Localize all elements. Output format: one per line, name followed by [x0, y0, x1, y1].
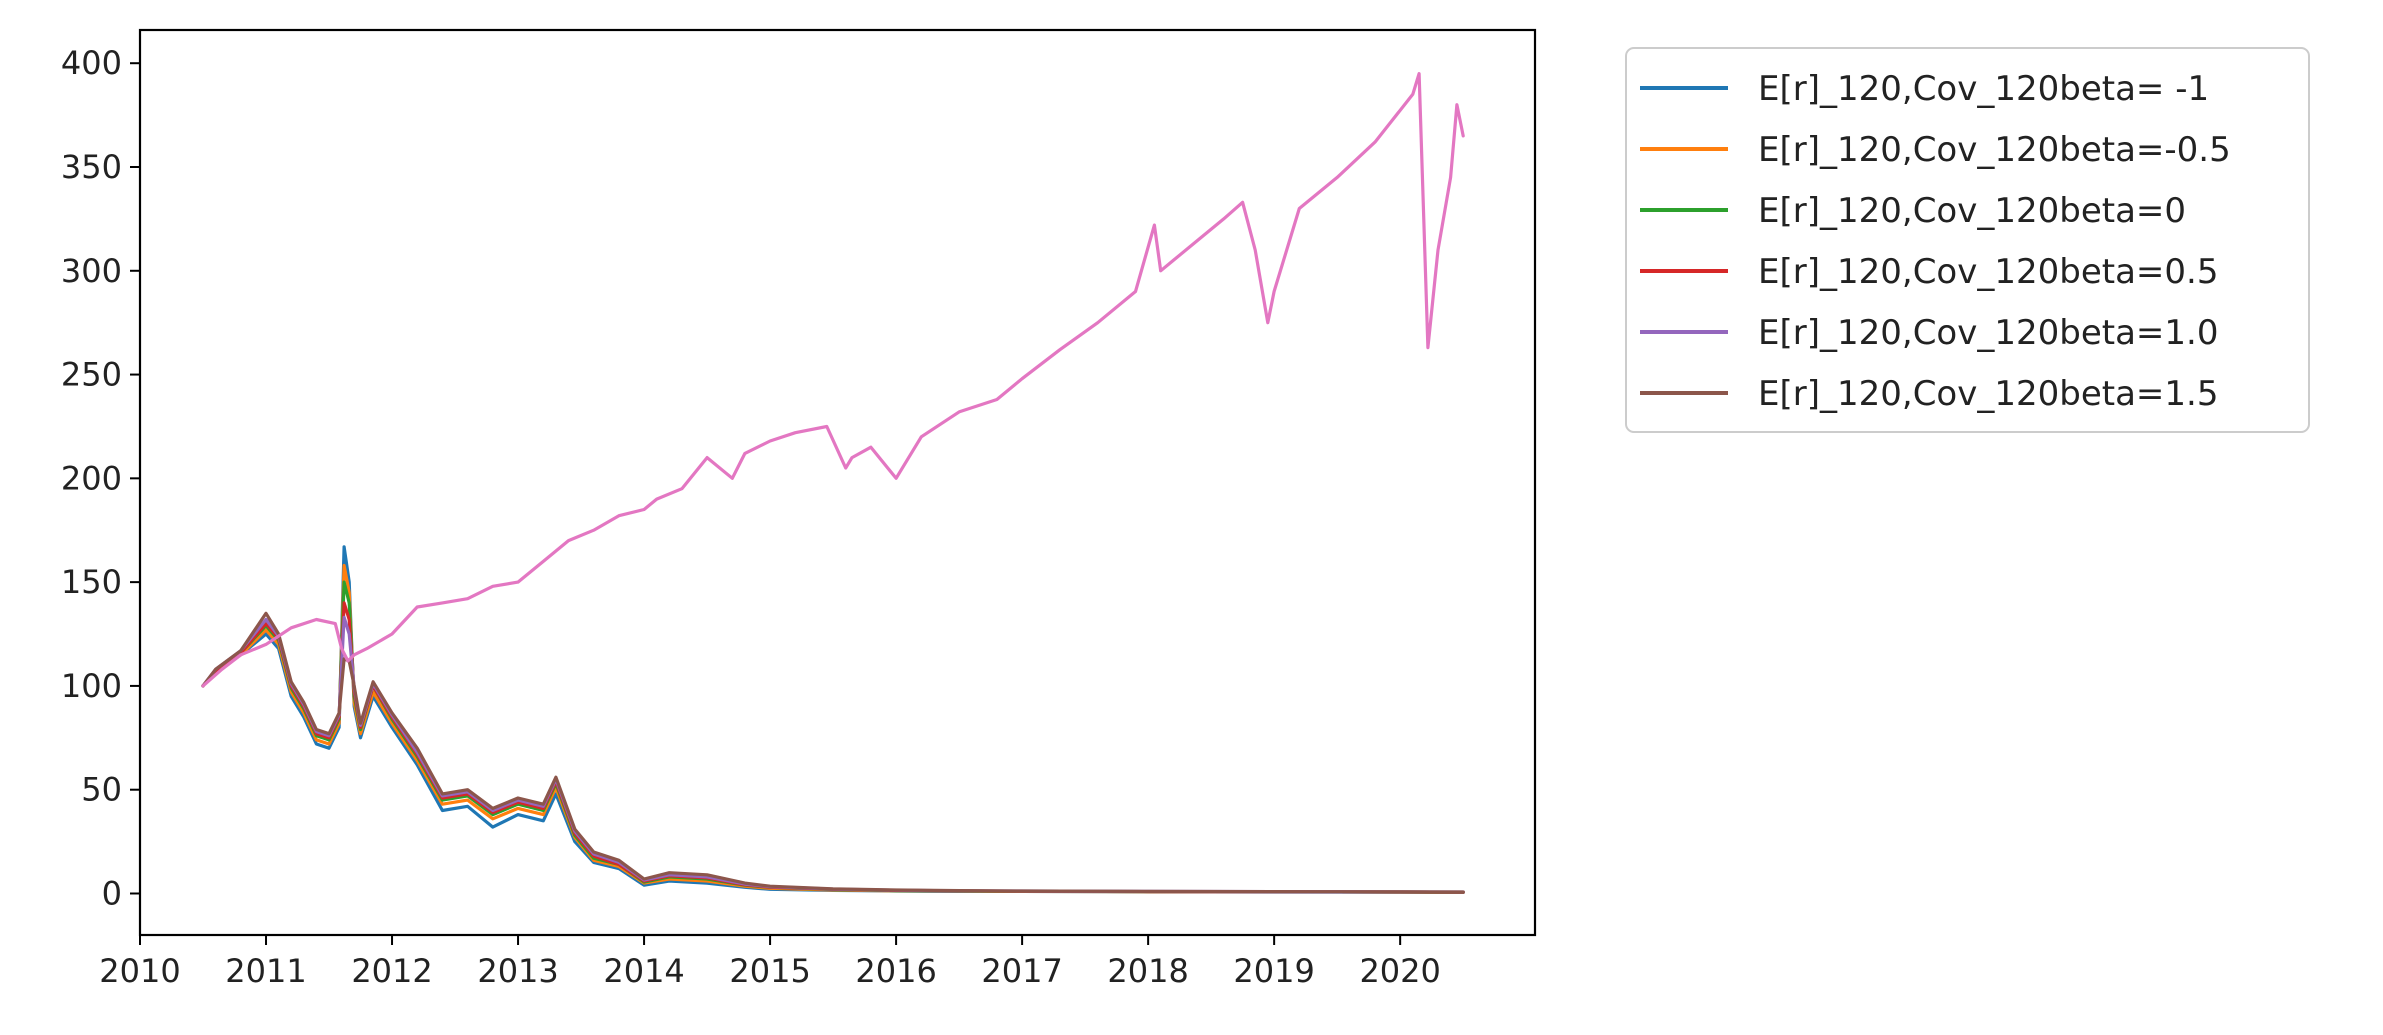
y-tick-label: 0: [102, 874, 122, 912]
y-tick-label: 400: [61, 44, 122, 82]
series-line-6: [201, 71, 1465, 688]
x-tick-label: 2013: [477, 952, 558, 990]
series-line-4: [201, 615, 1465, 894]
series-lines: [201, 71, 1465, 895]
x-tick-label: 2019: [1233, 952, 1314, 990]
legend-label: E[r]_120,Cov_120beta=0.5: [1758, 252, 2218, 292]
legend-label: E[r]_120,Cov_120beta=1.5: [1758, 374, 2218, 414]
x-axis: 2010 2011 2012 2013 2014 2015 2016 2017 2018 2019…: [99, 935, 1441, 990]
y-tick-label: 100: [61, 667, 122, 705]
legend: E[r]_120,Cov_120beta= -1 E[r]_120,Cov_120…: [1625, 47, 2310, 433]
x-tick-label: 2015: [729, 952, 810, 990]
x-tick-label: 2018: [1107, 952, 1188, 990]
y-tick-label: 200: [61, 459, 122, 497]
legend-label: E[r]_120,Cov_120beta=0: [1758, 191, 2186, 231]
y-tick-label: 300: [61, 252, 122, 290]
x-tick-label: 2014: [603, 952, 684, 990]
y-axis: 0 50 100 150 200 250 300 350 400: [61, 44, 140, 912]
x-tick-label: 2011: [225, 952, 306, 990]
legend-frame: [1625, 47, 2310, 433]
x-tick-label: 2016: [855, 952, 936, 990]
plot-frame: [138, 28, 1537, 937]
x-tick-label: 2020: [1359, 952, 1440, 990]
y-tick-label: 250: [61, 356, 122, 394]
series-line-2: [201, 580, 1465, 894]
legend-label: E[r]_120,Cov_120beta=1.0: [1758, 313, 2218, 353]
legend-label: E[r]_120,Cov_120beta=-0.5: [1758, 130, 2231, 170]
y-tick-label: 350: [61, 148, 122, 186]
series-line-5: [201, 611, 1465, 894]
series-line-3: [201, 601, 1465, 894]
y-tick-label: 50: [81, 771, 122, 809]
x-tick-label: 2017: [981, 952, 1062, 990]
legend-label: E[r]_120,Cov_120beta= -1: [1758, 69, 2209, 109]
x-tick-label: 2012: [351, 952, 432, 990]
x-tick-label: 2010: [99, 952, 180, 990]
y-tick-label: 150: [61, 563, 122, 601]
